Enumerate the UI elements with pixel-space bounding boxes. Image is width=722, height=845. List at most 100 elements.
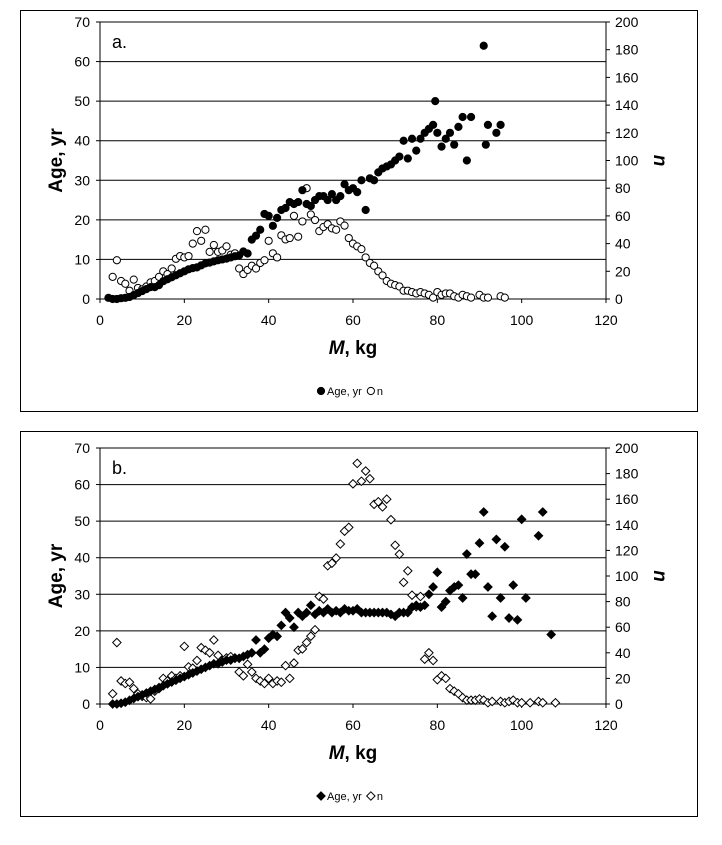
data-point bbox=[399, 136, 408, 145]
x-tick-label: 0 bbox=[96, 312, 104, 328]
data-point bbox=[361, 253, 370, 262]
data-point bbox=[276, 620, 287, 631]
legend-label: Age, yr bbox=[327, 386, 362, 398]
data-point bbox=[314, 591, 325, 602]
panel-label: b. bbox=[112, 458, 127, 478]
y2-tick-label: 140 bbox=[615, 517, 639, 533]
data-point bbox=[500, 293, 509, 302]
data-point bbox=[419, 600, 430, 611]
data-point bbox=[428, 655, 439, 666]
chart-b-svg: 0 10 20 30 40 50 60 70 0 20 40 60 80 100 120 140 160 180 2… bbox=[46, 440, 670, 803]
x-axis-title: M, kg bbox=[329, 743, 378, 764]
chart-panel-b: 0 10 20 30 40 50 60 70 0 20 40 60 80 100 120 140 160 180 2… bbox=[20, 431, 698, 817]
y2-tick-label: 40 bbox=[615, 645, 631, 661]
series-open-diamond bbox=[107, 458, 561, 708]
data-point bbox=[373, 496, 384, 507]
x-tick-label: 40 bbox=[261, 312, 277, 328]
data-point bbox=[458, 112, 467, 122]
y-tick-label: 50 bbox=[74, 513, 90, 529]
data-point bbox=[546, 629, 557, 640]
series-filled-diamond bbox=[107, 507, 557, 709]
data-point bbox=[412, 146, 421, 155]
data-point bbox=[281, 203, 290, 213]
data-point bbox=[242, 659, 253, 670]
y-tick-label: 10 bbox=[74, 251, 90, 267]
x-tick-label: 60 bbox=[345, 312, 361, 328]
data-point bbox=[348, 478, 358, 489]
x-tick-label: 100 bbox=[510, 717, 534, 733]
data-point bbox=[264, 211, 273, 220]
y-tick-label: 0 bbox=[82, 291, 90, 307]
data-point bbox=[205, 247, 214, 257]
x-axis-title-variable: M bbox=[329, 338, 346, 359]
data-point bbox=[423, 589, 434, 600]
series-filled-circle bbox=[104, 41, 505, 304]
data-point bbox=[390, 540, 401, 551]
data-point bbox=[429, 293, 438, 302]
y-axis-title: Age, yr bbox=[46, 543, 67, 608]
data-point bbox=[479, 41, 488, 50]
y-tick-label: 20 bbox=[74, 623, 90, 639]
data-point bbox=[360, 466, 371, 476]
y2-tick-label: 20 bbox=[615, 670, 631, 686]
data-point bbox=[440, 673, 451, 684]
data-point bbox=[550, 697, 561, 708]
data-point bbox=[419, 654, 430, 665]
data-point bbox=[243, 249, 252, 258]
data-point bbox=[495, 593, 506, 603]
y-tick-label: 0 bbox=[82, 696, 90, 712]
data-point bbox=[481, 140, 490, 149]
panel-label: a. bbox=[112, 32, 127, 52]
x-tick-label: 40 bbox=[261, 717, 277, 733]
data-point bbox=[466, 112, 476, 122]
x-axis-title-variable: M bbox=[329, 743, 346, 764]
data-point bbox=[209, 240, 218, 250]
data-point bbox=[284, 673, 295, 684]
x-tick-label: 100 bbox=[510, 312, 534, 328]
data-point bbox=[204, 647, 215, 658]
data-point bbox=[378, 271, 387, 280]
data-point bbox=[184, 251, 193, 261]
data-point bbox=[280, 660, 291, 671]
data-point bbox=[537, 507, 548, 517]
data-point bbox=[478, 507, 489, 517]
data-point bbox=[301, 637, 312, 648]
data-point bbox=[537, 697, 548, 708]
data-point bbox=[197, 236, 206, 245]
data-point bbox=[508, 580, 519, 591]
data-point bbox=[343, 522, 354, 533]
data-point bbox=[344, 233, 353, 243]
data-point bbox=[124, 677, 135, 688]
data-point bbox=[268, 221, 277, 230]
y-tick-label: 20 bbox=[74, 212, 90, 228]
data-point bbox=[112, 256, 121, 265]
data-point bbox=[306, 210, 315, 219]
data-point bbox=[272, 631, 283, 642]
data-point bbox=[196, 642, 207, 653]
data-point bbox=[533, 530, 544, 541]
y2-tick-label: 120 bbox=[615, 125, 639, 141]
data-point bbox=[462, 156, 471, 165]
y2-tick-label: 140 bbox=[615, 97, 639, 113]
data-point bbox=[298, 186, 307, 195]
data-point bbox=[364, 473, 375, 484]
y2-tick-label: 100 bbox=[615, 153, 639, 169]
data-point bbox=[440, 596, 451, 607]
data-point bbox=[188, 239, 197, 248]
data-point bbox=[470, 569, 481, 580]
data-point bbox=[273, 253, 282, 262]
x-axis-title-unit: , kg bbox=[345, 743, 378, 764]
data-point bbox=[251, 231, 261, 240]
data-point bbox=[433, 128, 442, 137]
data-point bbox=[167, 264, 176, 273]
data-point bbox=[474, 538, 485, 548]
x-tick-label: 120 bbox=[594, 312, 618, 328]
data-point bbox=[381, 494, 392, 505]
data-point bbox=[298, 217, 307, 226]
data-point bbox=[305, 600, 316, 611]
data-point bbox=[491, 534, 502, 545]
data-point bbox=[377, 501, 388, 512]
data-point bbox=[369, 176, 379, 185]
data-point bbox=[402, 565, 413, 576]
data-point bbox=[369, 261, 379, 270]
